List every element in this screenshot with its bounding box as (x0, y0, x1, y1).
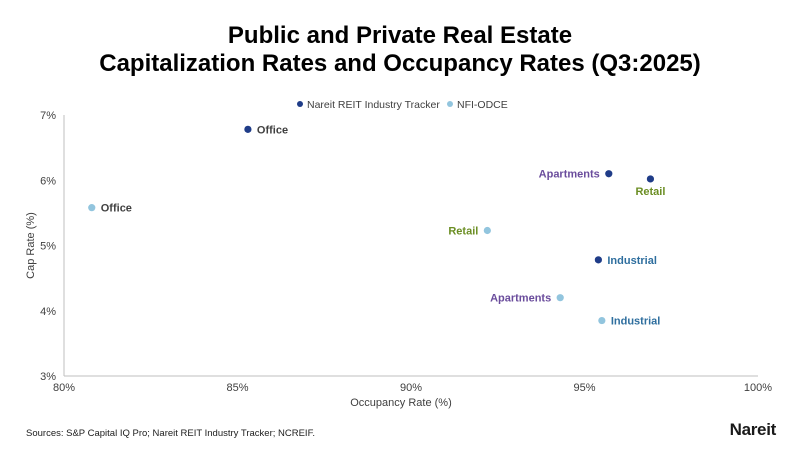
x-tick-label: 85% (226, 382, 248, 394)
data-point (646, 175, 655, 183)
x-axis-label: Occupancy Rate (%) (350, 397, 451, 409)
x-tick-label: 80% (53, 382, 75, 394)
legend-label: Nareit REIT Industry Tracker (307, 99, 440, 111)
source-note: Sources: S&P Capital IQ Pro; Nareit REIT… (26, 428, 315, 439)
data-point (594, 256, 602, 264)
data-label: Apartments (539, 169, 600, 181)
y-tick-label: 6% (40, 175, 56, 187)
data-label: Retail (448, 225, 478, 237)
data-label: Industrial (607, 255, 657, 267)
data-label: Office (257, 124, 288, 136)
legend-marker (297, 101, 303, 107)
x-tick-label: 90% (400, 382, 422, 394)
x-tick-label: 100% (744, 382, 772, 394)
data-point (244, 125, 252, 133)
legend-label: NFI-ODCE (457, 99, 508, 111)
data-label: Office (101, 203, 132, 215)
x-tick-label: 95% (573, 382, 595, 394)
data-point (88, 204, 96, 212)
chart-title-line-1: Public and Private Real Estate (227, 22, 573, 49)
nareit-logo: Nareit (729, 420, 777, 439)
y-tick-label: 4% (40, 306, 56, 318)
y-axis-label: Cap Rate (%) (25, 212, 37, 279)
data-point (483, 226, 491, 235)
data-label: Apartments (490, 293, 551, 305)
data-point (556, 294, 564, 302)
y-tick-label: 3% (40, 371, 56, 383)
y-tick-label: 7% (40, 110, 56, 122)
data-point (605, 170, 613, 178)
chart-title-line-2: Capitalization Rates and Occupancy Rates… (99, 50, 701, 77)
chart-title: Public and Private Real Estate Capitaliz… (0, 22, 800, 78)
data-label: Retail (635, 186, 665, 198)
y-tick-label: 5% (40, 241, 56, 253)
data-point (598, 316, 606, 325)
data-label: Industrial (611, 316, 661, 328)
legend-marker (447, 101, 453, 107)
